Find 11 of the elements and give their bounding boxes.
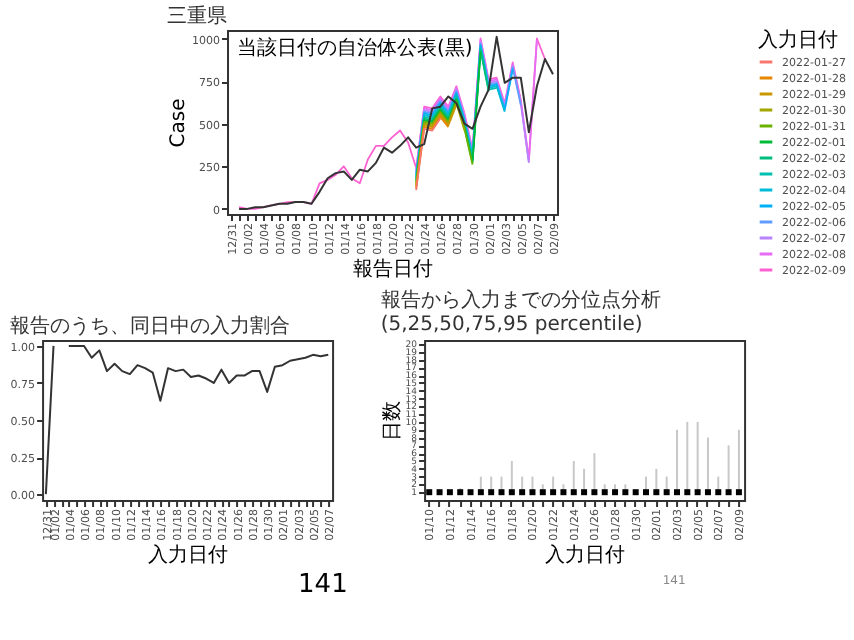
x-axis-title: 入力日付: [545, 542, 626, 567]
chart-title: 三重県: [167, 4, 228, 28]
annotation: 当該日付の自治体公表(黒): [237, 36, 473, 60]
legend-title: 入力日付: [758, 28, 838, 52]
y-axis-title: 日数: [381, 401, 404, 441]
y-axis-title: Case: [168, 98, 191, 148]
chart-title: 報告から入力までの分位点分析(5,25,50,75,95 percentile): [380, 287, 661, 336]
text: 141: [298, 570, 348, 600]
x-axis-title: 報告日付: [353, 256, 434, 281]
x-axis-title: 入力日付: [148, 542, 229, 567]
chart-title: 報告のうち、同日中の入力割合: [9, 314, 290, 338]
